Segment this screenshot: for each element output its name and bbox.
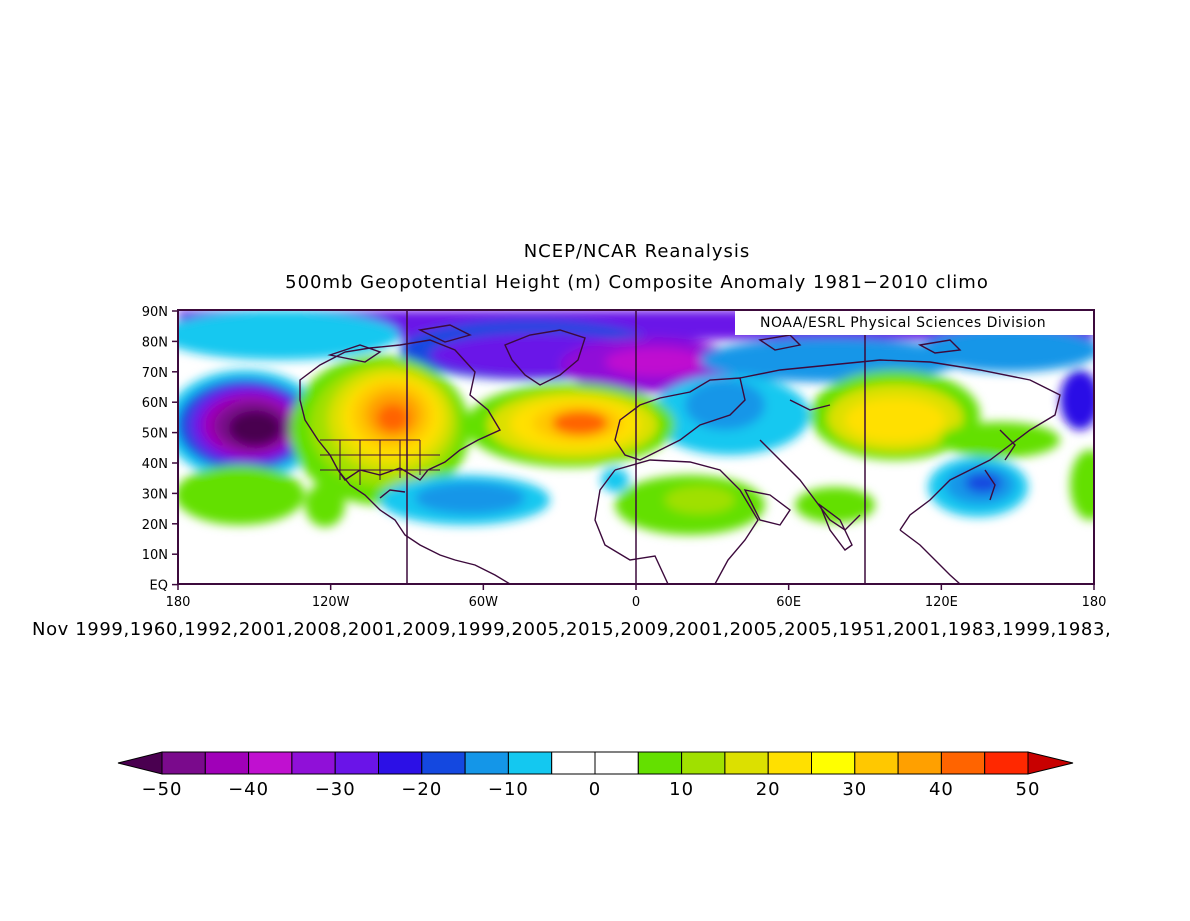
lon-label: 120E bbox=[925, 595, 958, 610]
colorbar-label: 0 bbox=[589, 779, 601, 800]
colorbar-box bbox=[248, 751, 293, 775]
colorbar-label: 20 bbox=[756, 779, 781, 800]
colorbar-box bbox=[378, 751, 423, 775]
lat-label: 40N bbox=[142, 457, 168, 472]
colorbar-box bbox=[724, 751, 769, 775]
longitude-labels: 180 120W 60W 0 60E 120E 180 bbox=[166, 584, 1107, 610]
colorbar-box bbox=[767, 751, 813, 775]
colorbar-box bbox=[291, 751, 336, 775]
lon-label: 120W bbox=[312, 595, 350, 610]
colorbar-label: −20 bbox=[401, 779, 442, 800]
colorbar-box bbox=[811, 751, 856, 775]
coastlines bbox=[299, 324, 1061, 584]
colorbar-box bbox=[594, 751, 639, 775]
colorbar-label: 50 bbox=[1016, 779, 1041, 800]
composite-years-caption: Nov 1999,1960,1992,2001,2008,2001,2009,1… bbox=[32, 619, 1112, 640]
chart-title: NCEP/NCAR Reanalysis bbox=[523, 241, 751, 262]
lat-label: 30N bbox=[142, 487, 168, 502]
lat-label: 60N bbox=[142, 396, 168, 411]
lat-label: EQ bbox=[150, 579, 168, 594]
chart-subtitle: 500mb Geopotential Height (m) Composite … bbox=[285, 272, 989, 293]
colorbar-arrow-right bbox=[1027, 751, 1074, 775]
lat-label: 80N bbox=[142, 335, 168, 350]
lat-label: 50N bbox=[142, 427, 168, 442]
credit-text: NOAA/ESRL Physical Sciences Division bbox=[760, 315, 1046, 331]
colorbar-box bbox=[507, 751, 553, 775]
colorbar-box bbox=[940, 751, 986, 775]
colorbar-arrow-left bbox=[117, 751, 163, 775]
meridian-lines bbox=[406, 310, 866, 584]
colorbar-box bbox=[897, 751, 942, 775]
latitude-labels: 90N 80N 70N 60N 50N 40N 30N 20N 10N EQ bbox=[142, 305, 178, 594]
colorbar-box bbox=[551, 751, 596, 775]
lon-label: 0 bbox=[632, 595, 640, 610]
colorbar-label: −50 bbox=[142, 779, 183, 800]
lon-label: 180 bbox=[1082, 595, 1107, 610]
lat-label: 10N bbox=[142, 548, 168, 563]
colorbar-box bbox=[854, 751, 899, 775]
credit-box bbox=[735, 311, 1093, 335]
colorbar-box bbox=[161, 751, 206, 775]
colorbar-box bbox=[334, 751, 380, 775]
colorbar-label: 30 bbox=[842, 779, 867, 800]
colorbar-box bbox=[681, 751, 726, 775]
colorbar-label: −10 bbox=[488, 779, 529, 800]
colorbar-label: 40 bbox=[929, 779, 954, 800]
colorbar-box bbox=[464, 751, 509, 775]
colorbar-box bbox=[421, 751, 466, 775]
colorbar-label: 10 bbox=[669, 779, 694, 800]
colorbar-box bbox=[984, 751, 1029, 775]
lon-label: 180 bbox=[166, 595, 191, 610]
lat-label: 70N bbox=[142, 366, 168, 381]
lat-label: 20N bbox=[142, 518, 168, 533]
colorbar-box bbox=[204, 751, 250, 775]
colorbar-label: −30 bbox=[315, 779, 356, 800]
colorbar-box bbox=[637, 751, 683, 775]
lon-label: 60E bbox=[776, 595, 801, 610]
colorbar-label: −40 bbox=[228, 779, 269, 800]
lat-label: 90N bbox=[142, 305, 168, 320]
lon-label: 60W bbox=[469, 595, 499, 610]
